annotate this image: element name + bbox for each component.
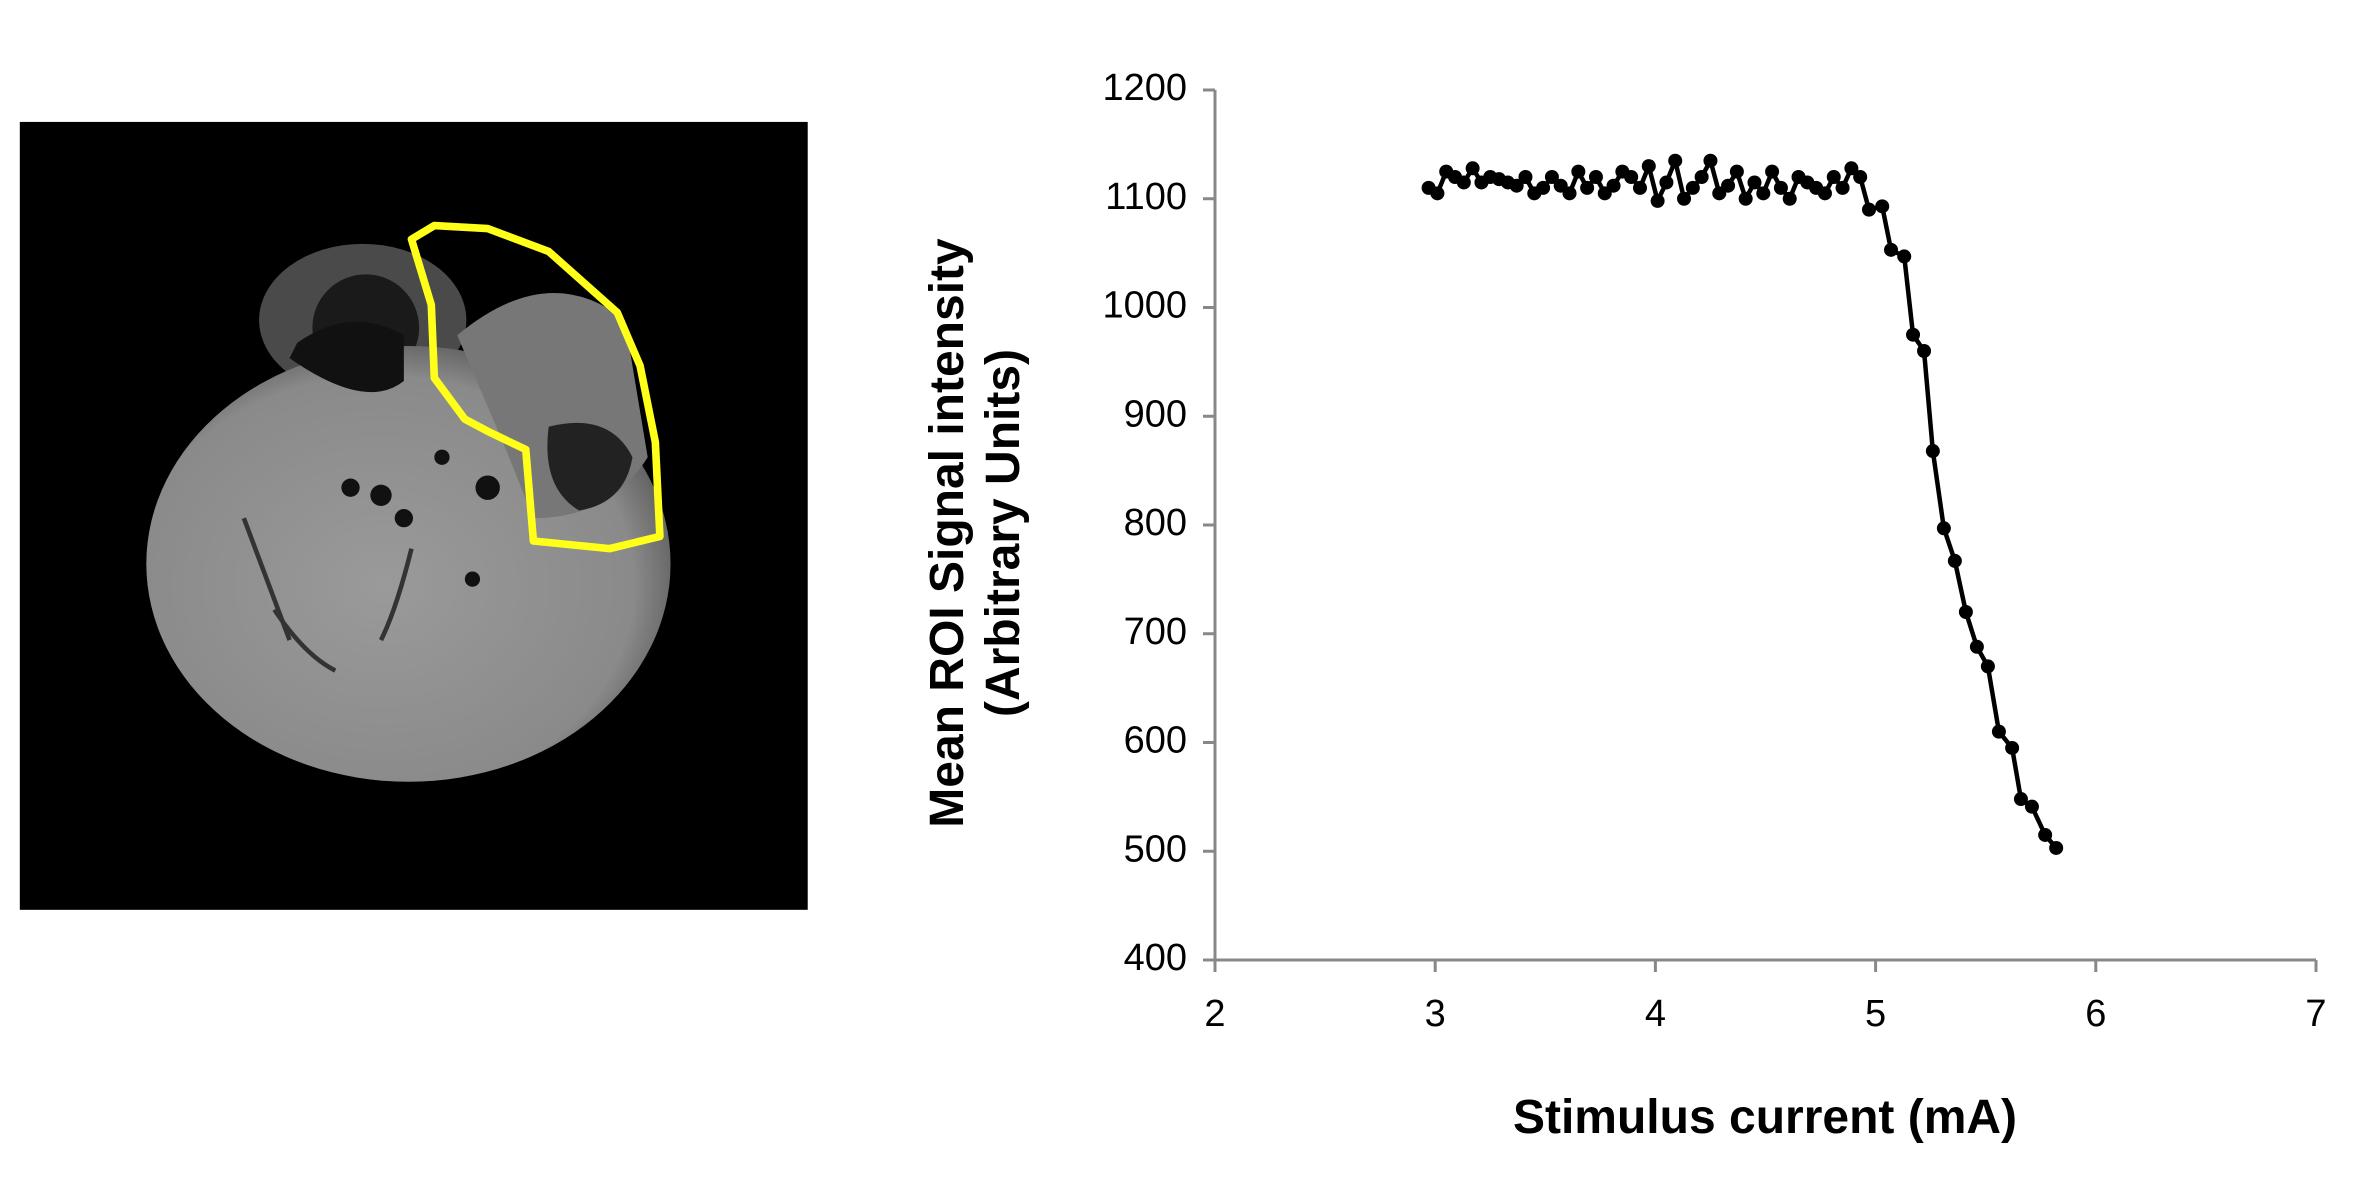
y-tick-label: 700	[1124, 611, 1187, 653]
x-axis-title: Stimulus current (mA)	[1513, 1091, 2017, 1144]
y-tick-label: 500	[1124, 828, 1187, 870]
tissue	[289, 321, 404, 393]
data-point	[1773, 180, 1788, 195]
x-tick-label: 7	[2305, 993, 2326, 1035]
data-point	[1991, 724, 2006, 739]
data-point	[2049, 840, 2064, 855]
data-point	[2005, 740, 2020, 755]
data-point	[1536, 180, 1551, 195]
data-point	[1835, 180, 1850, 195]
data-point	[1544, 170, 1559, 184]
mri-image	[19, 121, 808, 910]
data-point	[1817, 186, 1832, 201]
x-tick-label: 5	[1865, 993, 1886, 1035]
y-tick-label: 400	[1124, 937, 1187, 979]
data-point	[1703, 153, 1718, 168]
data-point	[2024, 799, 2039, 814]
x-tick-label: 4	[1645, 993, 1666, 1035]
roi-outline	[407, 221, 664, 553]
data-point	[1782, 191, 1797, 206]
fascia	[241, 517, 414, 673]
data-point	[1853, 170, 1868, 184]
data-point	[1826, 170, 1841, 184]
x-tick-label: 3	[1425, 993, 1446, 1035]
y-axis-title-line: (Arbitrary Units)	[977, 349, 1030, 717]
data-point	[1580, 180, 1595, 195]
data-point	[1747, 175, 1762, 190]
data-point	[1641, 159, 1656, 174]
y-tick-label: 800	[1124, 502, 1187, 544]
data-point	[1875, 199, 1890, 214]
data-point	[1897, 249, 1912, 264]
data-point	[1518, 170, 1533, 184]
vessels	[341, 449, 500, 587]
data-point	[1456, 175, 1471, 190]
y-tick-label: 1200	[1102, 67, 1187, 109]
data-point	[1588, 170, 1603, 184]
data-point	[1925, 444, 1940, 459]
data-point	[1936, 521, 1951, 536]
data-point	[1632, 180, 1647, 195]
data-point	[1738, 191, 1753, 206]
y-axis-title: Mean ROI Signal intensity (Arbitrary Uni…	[921, 238, 1030, 828]
data-point	[1884, 242, 1899, 257]
data-point	[1606, 178, 1621, 193]
data-point	[2038, 827, 2053, 842]
data-point	[1906, 327, 1921, 342]
data-point	[1917, 344, 1932, 358]
data-point	[2013, 792, 2028, 807]
data-point	[1509, 178, 1524, 193]
data-point	[1861, 202, 1876, 217]
data-point	[1969, 639, 1984, 654]
data-point	[1659, 175, 1674, 190]
data-point	[1650, 193, 1665, 208]
data-point	[1844, 161, 1859, 176]
x-tick-label: 2	[1204, 993, 1225, 1035]
data-point	[1765, 164, 1780, 179]
data-point	[1756, 186, 1771, 201]
data-line	[1427, 158, 2058, 850]
data-point	[1677, 191, 1692, 206]
data-point	[1668, 153, 1683, 168]
data-point	[1947, 553, 1962, 568]
y-tick-label: 1000	[1102, 285, 1187, 327]
y-axis-title-line: Mean ROI Signal intensity	[921, 238, 974, 828]
data-point	[1624, 170, 1639, 184]
data-point	[1562, 186, 1577, 201]
data-point	[1729, 164, 1744, 179]
data-point	[1958, 605, 1973, 619]
data-point	[1571, 164, 1586, 179]
tissue	[547, 422, 633, 511]
y-tick-label: 600	[1124, 720, 1187, 762]
data-point	[1721, 178, 1736, 193]
y-tick-label: 900	[1124, 393, 1187, 435]
data-point	[1430, 186, 1445, 201]
y-tick-label: 1100	[1105, 176, 1187, 218]
data-point	[1980, 659, 1995, 674]
x-tick-label: 6	[2085, 993, 2106, 1035]
data-point	[1694, 170, 1709, 184]
data-point	[1685, 180, 1700, 195]
data-point	[1465, 161, 1480, 176]
